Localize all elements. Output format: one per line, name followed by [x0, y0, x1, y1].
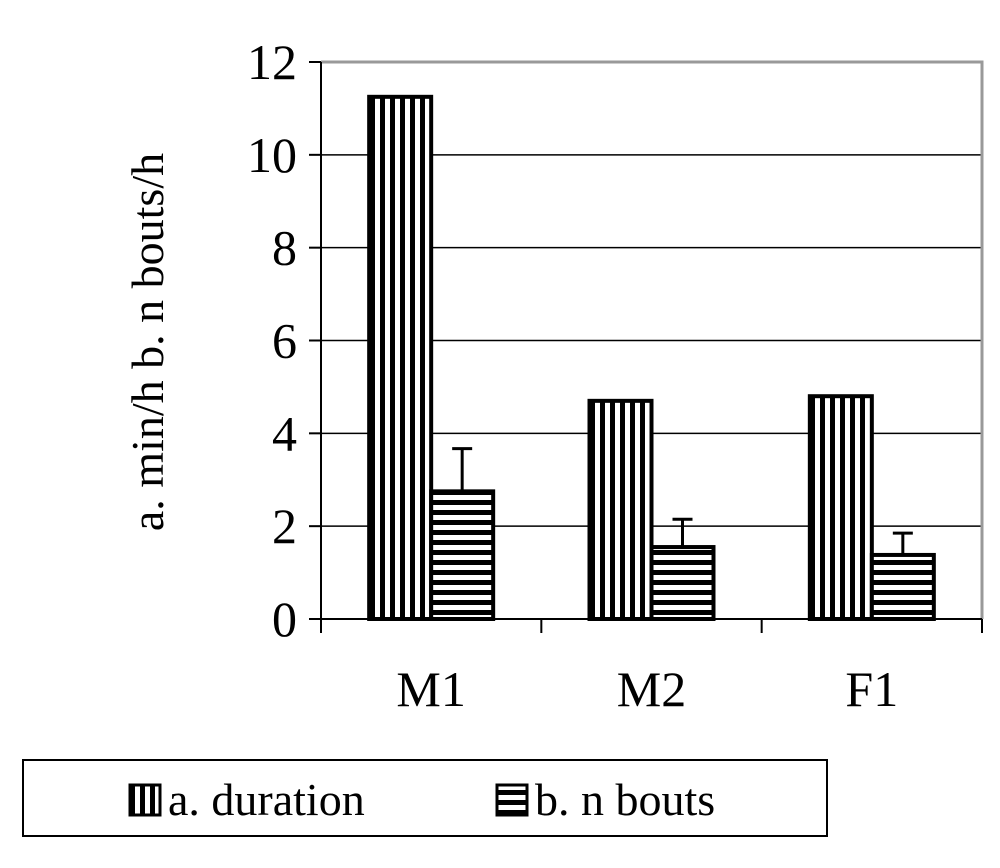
y-tick-label: 0 — [272, 591, 297, 647]
bar-b-n-bouts-f1 — [869, 552, 936, 622]
legend-swatch-duration — [128, 783, 162, 817]
x-tick-label-f1: F1 — [845, 661, 898, 717]
legend-label-n-bouts: b. n bouts — [535, 774, 715, 825]
y-axis-title: a. min/h b. n bouts/h — [122, 153, 173, 531]
bar-a-duration-m1 — [367, 94, 434, 621]
labels: 0 2 4 6 8 10 12 M1 M2 F1 — [247, 34, 898, 717]
x-tick-label-m2: M2 — [617, 661, 686, 717]
y-tick-label: 4 — [272, 405, 297, 461]
legend-swatch-n-bouts — [495, 783, 529, 817]
legend-label-duration: a. duration — [168, 774, 365, 825]
axes — [309, 60, 984, 633]
y-tick-label: 6 — [272, 313, 297, 369]
y-tick-label: 12 — [247, 34, 297, 90]
plot-border — [321, 60, 984, 619]
bar-b-n-bouts-m2 — [649, 545, 716, 621]
bar-b-n-bouts-m1 — [429, 489, 496, 621]
y-tick-label: 2 — [272, 498, 297, 554]
bar-a-duration-f1 — [807, 394, 874, 622]
bars — [367, 94, 936, 622]
legend: a. duration b. n bouts — [22, 759, 828, 837]
bar-a-duration-m2 — [587, 398, 654, 622]
y-tick-label: 10 — [247, 127, 297, 183]
x-tick-label-m1: M1 — [396, 661, 465, 717]
y-tick-label: 8 — [272, 220, 297, 276]
